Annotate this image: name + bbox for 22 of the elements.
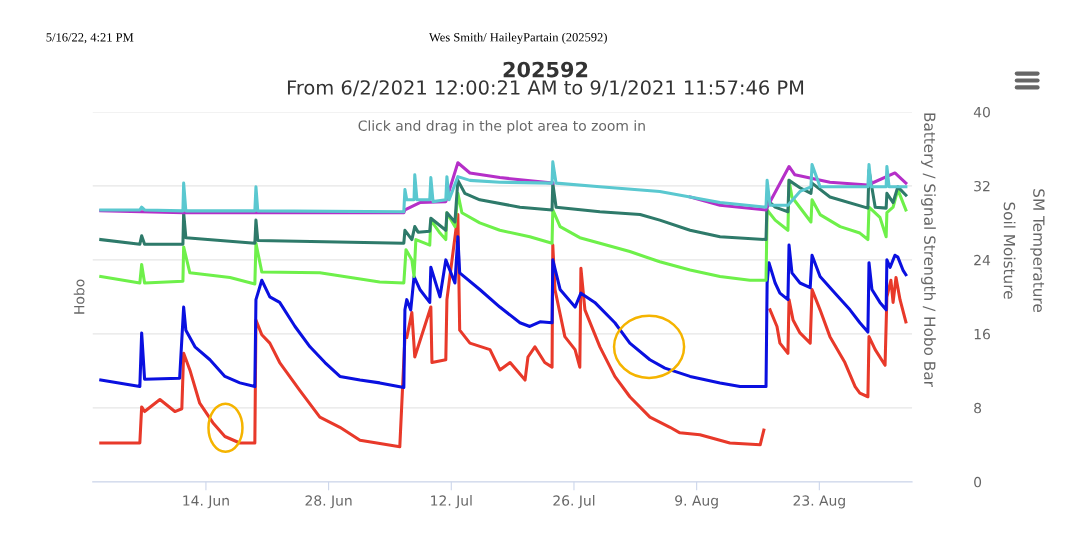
text: Soil Moisture bbox=[1003, 202, 1016, 299]
y-tick-label: 0 bbox=[974, 476, 982, 488]
x-tick-label: 12. Jul bbox=[431, 495, 472, 509]
y-tick-label: 40 bbox=[973, 106, 990, 118]
y-tick-label: 24 bbox=[974, 254, 991, 266]
y-tick-label: 32 bbox=[974, 180, 990, 192]
y-tick-label: 16 bbox=[974, 328, 990, 340]
chart-title: 202592 bbox=[503, 61, 588, 78]
text: 5/16/22, 4:21 PM bbox=[46, 33, 134, 44]
x-tick-label: 23. Aug bbox=[793, 495, 845, 509]
y-axis-title: Hobo bbox=[73, 279, 85, 314]
text: SM Temperature bbox=[1030, 189, 1045, 312]
x-tick-label: 14. Jun bbox=[183, 495, 229, 509]
chart-subtitle: From 6/2/2021 12:00:21 AM to 9/1/2021 11:57:46 PM bbox=[287, 80, 804, 97]
text: Wes Smith/ HaileyPartain (202592) bbox=[429, 32, 607, 45]
y2-axis-title: Battery / Signal Strength / Hobo Bar bbox=[921, 113, 936, 387]
y-tick-label: 8 bbox=[974, 402, 982, 414]
x-tick-label: 28. Jun bbox=[305, 495, 352, 509]
x-tick-label: 9. Aug bbox=[675, 495, 718, 509]
line-series bbox=[99, 235, 908, 390]
x-tick-label: 26. Jul bbox=[553, 495, 595, 509]
annotation: Click and drag in the plot area to zoom in bbox=[358, 120, 645, 134]
